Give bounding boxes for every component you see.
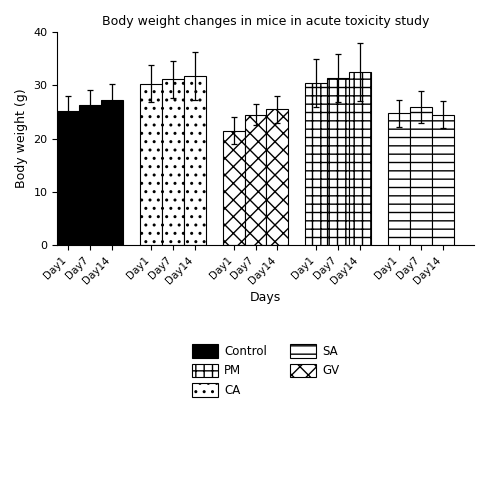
Bar <box>348 72 370 245</box>
Bar <box>101 100 122 245</box>
Bar <box>409 107 431 245</box>
X-axis label: Days: Days <box>249 291 281 304</box>
Bar <box>387 113 409 245</box>
Bar <box>162 80 183 245</box>
Bar <box>79 105 101 245</box>
Bar <box>223 131 244 245</box>
Bar <box>326 78 348 245</box>
Bar <box>431 115 453 245</box>
Bar <box>266 109 288 245</box>
Bar <box>183 76 205 245</box>
Legend: Control, PM, CA, SA, GV: Control, PM, CA, SA, GV <box>188 340 342 401</box>
Bar <box>57 111 79 245</box>
Bar <box>140 84 162 245</box>
Title: Body weight changes in mice in acute toxicity study: Body weight changes in mice in acute tox… <box>102 15 428 28</box>
Y-axis label: Body weight (g): Body weight (g) <box>15 89 28 188</box>
Bar <box>244 115 266 245</box>
Bar <box>305 82 326 245</box>
